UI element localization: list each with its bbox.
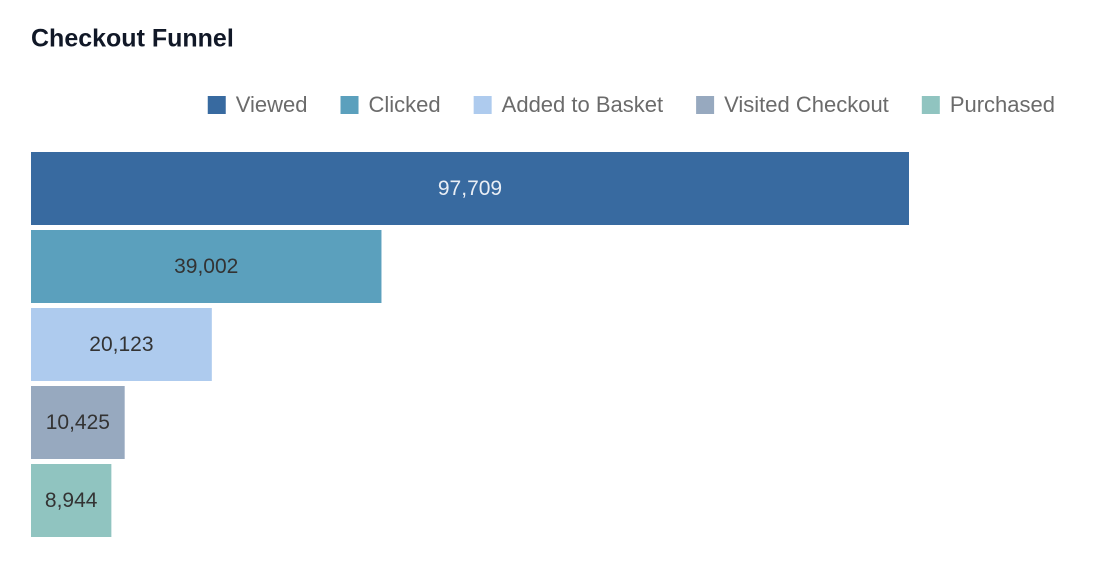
legend-swatch [473, 96, 492, 114]
value-label: 8,944 [45, 489, 98, 512]
chart-title: Checkout Funnel [31, 25, 234, 53]
value-label: 20,123 [89, 333, 153, 356]
legend-label: Added to Basket [502, 92, 663, 117]
legend-swatch [696, 96, 715, 114]
bar [31, 308, 212, 381]
bar [31, 152, 909, 225]
value-label: 39,002 [174, 255, 238, 278]
legend-swatch [921, 96, 940, 114]
legend-swatch [207, 96, 226, 114]
legend-label: Visited Checkout [724, 92, 889, 117]
legend-swatch [340, 96, 359, 114]
bar [31, 230, 382, 303]
bar [31, 464, 112, 537]
legend-label: Clicked [369, 92, 441, 117]
bar [31, 386, 125, 459]
value-label: 97,709 [438, 177, 502, 200]
value-label: 10,425 [46, 411, 110, 434]
legend-label: Purchased [950, 92, 1055, 117]
legend-label: Viewed [236, 92, 308, 117]
